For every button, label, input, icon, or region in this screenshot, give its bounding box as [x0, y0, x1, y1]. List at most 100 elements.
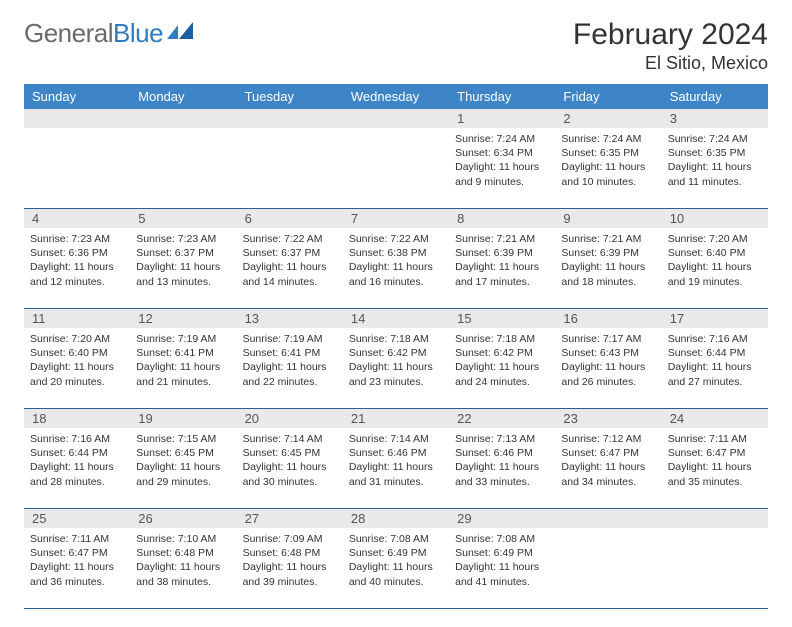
sunset-line: Sunset: 6:35 PM	[668, 146, 762, 160]
daylight-line: Daylight: 11 hours and 11 minutes.	[668, 160, 762, 188]
sunset-line: Sunset: 6:49 PM	[455, 546, 549, 560]
sunrise-line: Sunrise: 7:17 AM	[561, 332, 655, 346]
sunset-line: Sunset: 6:42 PM	[455, 346, 549, 360]
day-cell: Sunrise: 7:21 AMSunset: 6:39 PMDaylight:…	[555, 228, 661, 308]
day-cell: Sunrise: 7:23 AMSunset: 6:37 PMDaylight:…	[130, 228, 236, 308]
day-number: 4	[24, 209, 130, 228]
day-cell: Sunrise: 7:09 AMSunset: 6:48 PMDaylight:…	[237, 528, 343, 608]
daylight-line: Daylight: 11 hours and 28 minutes.	[30, 460, 124, 488]
sunrise-line: Sunrise: 7:23 AM	[136, 232, 230, 246]
day-cell: Sunrise: 7:16 AMSunset: 6:44 PMDaylight:…	[662, 328, 768, 408]
logo-text-2: Blue	[113, 18, 163, 49]
sunset-line: Sunset: 6:38 PM	[349, 246, 443, 260]
daylight-line: Daylight: 11 hours and 19 minutes.	[668, 260, 762, 288]
sunrise-line: Sunrise: 7:24 AM	[561, 132, 655, 146]
day-number: 10	[662, 209, 768, 228]
weeks-container: ....123Sunrise: 7:24 AMSunset: 6:34 PMDa…	[24, 109, 768, 609]
daylight-line: Daylight: 11 hours and 14 minutes.	[243, 260, 337, 288]
sunrise-line: Sunrise: 7:16 AM	[30, 432, 124, 446]
day-cell: Sunrise: 7:12 AMSunset: 6:47 PMDaylight:…	[555, 428, 661, 508]
daylight-line: Daylight: 11 hours and 29 minutes.	[136, 460, 230, 488]
logo-icon	[167, 22, 195, 40]
day-number: .	[237, 109, 343, 128]
sunrise-line: Sunrise: 7:18 AM	[455, 332, 549, 346]
day-cell: Sunrise: 7:18 AMSunset: 6:42 PMDaylight:…	[343, 328, 449, 408]
day-cell: Sunrise: 7:24 AMSunset: 6:35 PMDaylight:…	[662, 128, 768, 208]
daylight-line: Daylight: 11 hours and 34 minutes.	[561, 460, 655, 488]
sunrise-line: Sunrise: 7:22 AM	[243, 232, 337, 246]
daylight-line: Daylight: 11 hours and 16 minutes.	[349, 260, 443, 288]
day-number: 12	[130, 309, 236, 328]
day-cell: Sunrise: 7:11 AMSunset: 6:47 PMDaylight:…	[24, 528, 130, 608]
sunset-line: Sunset: 6:47 PM	[30, 546, 124, 560]
day-number: .	[555, 509, 661, 528]
sunset-line: Sunset: 6:35 PM	[561, 146, 655, 160]
daylight-line: Daylight: 11 hours and 38 minutes.	[136, 560, 230, 588]
day-header-wednesday: Wednesday	[343, 84, 449, 109]
sunrise-line: Sunrise: 7:24 AM	[668, 132, 762, 146]
sunrise-line: Sunrise: 7:21 AM	[455, 232, 549, 246]
sunrise-line: Sunrise: 7:18 AM	[349, 332, 443, 346]
sunrise-line: Sunrise: 7:14 AM	[349, 432, 443, 446]
day-cell: Sunrise: 7:15 AMSunset: 6:45 PMDaylight:…	[130, 428, 236, 508]
day-header-saturday: Saturday	[662, 84, 768, 109]
sunset-line: Sunset: 6:46 PM	[455, 446, 549, 460]
daylight-line: Daylight: 11 hours and 36 minutes.	[30, 560, 124, 588]
daynum-row: 11121314151617	[24, 309, 768, 328]
sunset-line: Sunset: 6:37 PM	[243, 246, 337, 260]
day-cell: Sunrise: 7:24 AMSunset: 6:35 PMDaylight:…	[555, 128, 661, 208]
sunrise-line: Sunrise: 7:24 AM	[455, 132, 549, 146]
logo: GeneralBlue	[24, 18, 195, 49]
day-cell: Sunrise: 7:08 AMSunset: 6:49 PMDaylight:…	[449, 528, 555, 608]
sunset-line: Sunset: 6:45 PM	[243, 446, 337, 460]
sunset-line: Sunset: 6:47 PM	[668, 446, 762, 460]
daylight-line: Daylight: 11 hours and 27 minutes.	[668, 360, 762, 388]
day-cell	[130, 128, 236, 208]
sunset-line: Sunset: 6:39 PM	[561, 246, 655, 260]
daylight-line: Daylight: 11 hours and 20 minutes.	[30, 360, 124, 388]
sunset-line: Sunset: 6:47 PM	[561, 446, 655, 460]
week-row: Sunrise: 7:16 AMSunset: 6:44 PMDaylight:…	[24, 428, 768, 509]
daylight-line: Daylight: 11 hours and 40 minutes.	[349, 560, 443, 588]
sunrise-line: Sunrise: 7:09 AM	[243, 532, 337, 546]
week-row: Sunrise: 7:23 AMSunset: 6:36 PMDaylight:…	[24, 228, 768, 309]
sunset-line: Sunset: 6:45 PM	[136, 446, 230, 460]
day-cell: Sunrise: 7:14 AMSunset: 6:46 PMDaylight:…	[343, 428, 449, 508]
sunrise-line: Sunrise: 7:11 AM	[30, 532, 124, 546]
day-cell: Sunrise: 7:08 AMSunset: 6:49 PMDaylight:…	[343, 528, 449, 608]
day-cell: Sunrise: 7:22 AMSunset: 6:38 PMDaylight:…	[343, 228, 449, 308]
sunset-line: Sunset: 6:42 PM	[349, 346, 443, 360]
day-cell: Sunrise: 7:22 AMSunset: 6:37 PMDaylight:…	[237, 228, 343, 308]
sunrise-line: Sunrise: 7:22 AM	[349, 232, 443, 246]
day-number: 2	[555, 109, 661, 128]
daylight-line: Daylight: 11 hours and 31 minutes.	[349, 460, 443, 488]
page-subtitle: El Sitio, Mexico	[573, 53, 768, 74]
day-cell: Sunrise: 7:11 AMSunset: 6:47 PMDaylight:…	[662, 428, 768, 508]
sunset-line: Sunset: 6:41 PM	[136, 346, 230, 360]
daylight-line: Daylight: 11 hours and 23 minutes.	[349, 360, 443, 388]
sunrise-line: Sunrise: 7:13 AM	[455, 432, 549, 446]
sunrise-line: Sunrise: 7:11 AM	[668, 432, 762, 446]
day-cell: Sunrise: 7:16 AMSunset: 6:44 PMDaylight:…	[24, 428, 130, 508]
day-cell: Sunrise: 7:18 AMSunset: 6:42 PMDaylight:…	[449, 328, 555, 408]
sunset-line: Sunset: 6:48 PM	[136, 546, 230, 560]
day-header-thursday: Thursday	[449, 84, 555, 109]
daynum-row: 2526272829..	[24, 509, 768, 528]
day-number: 27	[237, 509, 343, 528]
daylight-line: Daylight: 11 hours and 41 minutes.	[455, 560, 549, 588]
sunrise-line: Sunrise: 7:12 AM	[561, 432, 655, 446]
day-number: 26	[130, 509, 236, 528]
daylight-line: Daylight: 11 hours and 26 minutes.	[561, 360, 655, 388]
day-cell: Sunrise: 7:14 AMSunset: 6:45 PMDaylight:…	[237, 428, 343, 508]
day-number: 1	[449, 109, 555, 128]
sunrise-line: Sunrise: 7:21 AM	[561, 232, 655, 246]
day-header-friday: Friday	[555, 84, 661, 109]
day-cell	[662, 528, 768, 608]
sunrise-line: Sunrise: 7:08 AM	[455, 532, 549, 546]
day-cell: Sunrise: 7:13 AMSunset: 6:46 PMDaylight:…	[449, 428, 555, 508]
title-block: February 2024 El Sitio, Mexico	[573, 18, 768, 74]
sunrise-line: Sunrise: 7:14 AM	[243, 432, 337, 446]
daylight-line: Daylight: 11 hours and 30 minutes.	[243, 460, 337, 488]
sunset-line: Sunset: 6:39 PM	[455, 246, 549, 260]
day-number: 8	[449, 209, 555, 228]
